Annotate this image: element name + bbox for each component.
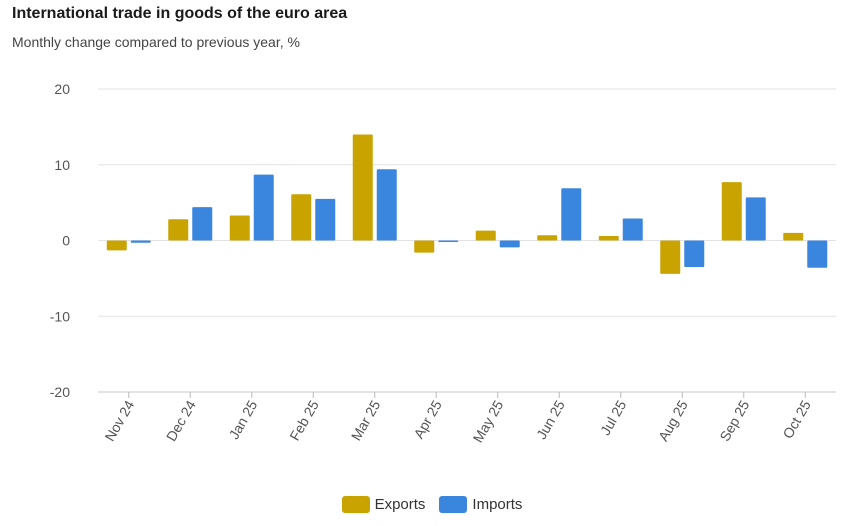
bar-exports-4 [352,134,373,241]
legend-swatch-exports [341,496,370,513]
bar-imports-5 [438,240,459,243]
bar-imports-10 [745,197,766,241]
bar-imports-2 [253,174,274,241]
x-tick-label: Feb 25 [286,397,322,443]
x-tick-label: May 25 [470,397,507,445]
x-tick-label: Jul 25 [597,397,630,438]
bar-exports-3 [291,194,312,241]
bar-exports-7 [537,235,558,241]
bar-exports-9 [660,240,681,274]
bar-imports-11 [807,240,828,268]
y-tick-label: -20 [50,384,70,400]
chart-plot: 20 10 0 -10 -20 Nov 24 Dec 24 Jan 25 Feb 25 Mar 2… [50,81,836,445]
bar-imports-0 [130,240,151,243]
x-tick-label: Aug 25 [655,397,691,444]
x-tick-label: Sep 25 [716,397,752,444]
y-tick-label: 20 [54,81,70,97]
bar-imports-4 [376,169,397,241]
bar-imports-8 [622,218,643,241]
bar-imports-1 [192,207,213,241]
legend-item-imports[interactable]: Imports [439,496,522,513]
legend-label-imports: Imports [472,496,523,513]
chart-subtitle: Monthly change compared to previous year… [12,34,300,50]
bar-exports-0 [106,240,127,251]
bar-exports-5 [414,240,435,253]
bar-imports-9 [684,240,705,268]
bar-exports-10 [721,182,742,241]
bar-imports-7 [561,188,582,241]
bar-exports-2 [229,215,250,241]
x-tick-label: Mar 25 [348,397,384,443]
legend-swatch-imports [439,496,468,513]
y-tick-label: 10 [54,157,70,173]
x-tick-label: Dec 24 [163,397,199,444]
x-tick-label: Jan 25 [225,397,260,442]
bar-imports-6 [499,240,520,248]
x-tick-label: Nov 24 [101,397,137,444]
bar-exports-8 [598,235,619,241]
x-tick-label: Oct 25 [779,397,814,441]
bar-imports-3 [315,198,336,241]
chart-title: International trade in goods of the euro… [12,5,348,22]
bar-exports-6 [475,230,496,241]
bar-exports-11 [783,232,804,241]
x-tick-label: Jun 25 [533,397,568,442]
y-tick-label: -10 [50,308,70,324]
y-tick-label: 0 [62,233,70,249]
legend-item-exports[interactable]: Exports [341,496,426,513]
x-tick-label: Apr 25 [410,397,445,441]
legend-label-exports: Exports [374,496,426,513]
bar-exports-1 [168,219,189,241]
legend: Exports Imports [0,496,864,513]
